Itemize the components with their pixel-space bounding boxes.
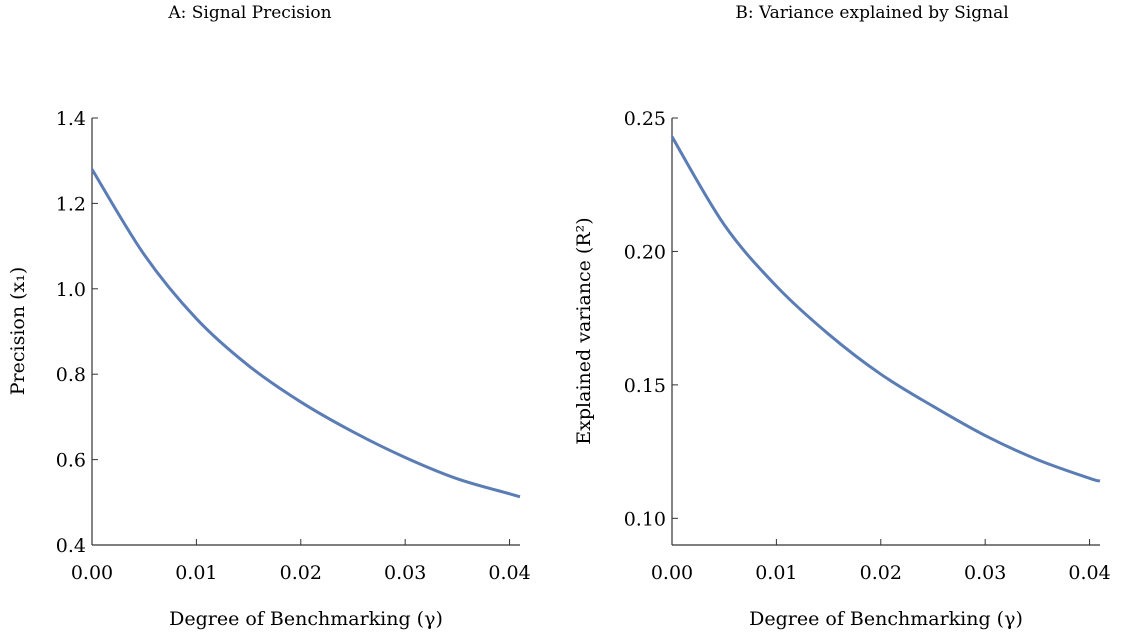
y-tick-label: 0.6: [56, 450, 86, 472]
x-axis-label: Degree of Benchmarking (γ): [169, 608, 443, 630]
x-tick-label: 0.00: [651, 562, 693, 584]
y-tick-label: 1.0: [56, 279, 86, 301]
panel-a: A: Signal Precision 0.4 0.6 0.8 1.0 1.2 1.4 0…: [7, 3, 531, 630]
x-ticks: 0.00 0.01 0.02 0.03 0.04: [651, 539, 1111, 584]
y-tick-label: 0.20: [624, 241, 666, 263]
y-tick-label: 1.4: [56, 108, 86, 130]
chart-title: B: Variance explained by Signal: [735, 3, 1008, 23]
y-tick-label: 1.2: [56, 193, 86, 215]
y-tick-label: 0.8: [56, 364, 86, 386]
y-tick-label: 0.4: [56, 535, 86, 557]
series-line: [670, 135, 1101, 483]
x-tick-label: 0.03: [964, 562, 1006, 584]
y-tick-label: 0.25: [624, 108, 666, 130]
x-tick-label: 0.02: [860, 562, 902, 584]
series-line: [90, 168, 521, 499]
x-tick-label: 0.04: [1068, 562, 1110, 584]
chart-title: A: Signal Precision: [167, 3, 331, 23]
x-tick-label: 0.01: [175, 562, 217, 584]
x-tick-label: 0.00: [71, 562, 113, 584]
x-tick-label: 0.04: [488, 562, 530, 584]
panel-b: B: Variance explained by Signal 0.10 0.15…: [573, 3, 1111, 630]
x-axis-label: Degree of Benchmarking (γ): [749, 608, 1023, 630]
y-axis-label: Explained variance (R²): [573, 217, 595, 444]
x-ticks: 0.00 0.01 0.02 0.03 0.04: [71, 539, 531, 584]
y-tick-label: 0.10: [624, 508, 666, 530]
x-tick-label: 0.03: [384, 562, 426, 584]
y-ticks: 0.4 0.6 0.8 1.0 1.2 1.4: [56, 108, 98, 557]
y-ticks: 0.10 0.15 0.20 0.25: [624, 108, 678, 530]
y-tick-label: 0.15: [624, 375, 666, 397]
y-axis-label: Precision (x₁): [7, 267, 29, 396]
x-tick-label: 0.02: [280, 562, 322, 584]
x-tick-label: 0.01: [755, 562, 797, 584]
